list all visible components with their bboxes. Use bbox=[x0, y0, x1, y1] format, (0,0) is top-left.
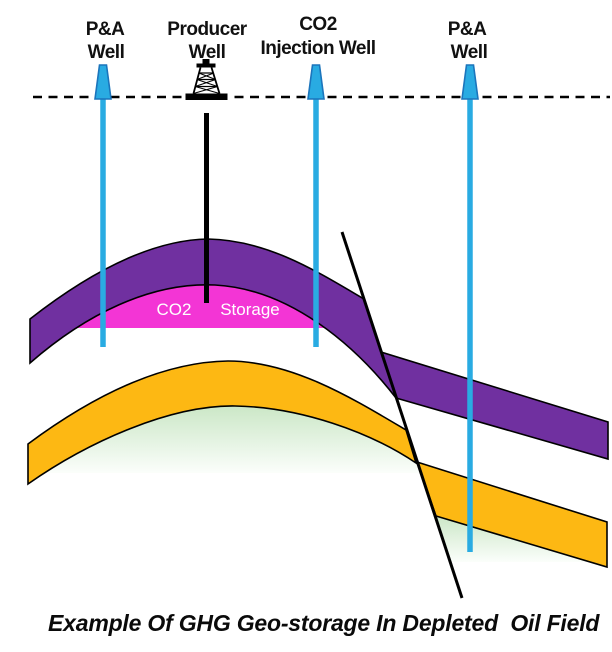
pa-well-right bbox=[461, 64, 479, 552]
co2-injection-well-label-line2: Injection Well bbox=[260, 38, 375, 59]
pa-well-right-label-line2: Well bbox=[451, 42, 488, 63]
pa-well-right-label-line1: P&A bbox=[448, 19, 487, 40]
co2-injection-well-label-line1: CO2 bbox=[299, 14, 337, 35]
co2-injection-well-arrowhead-icon bbox=[307, 64, 325, 100]
co2-plume-label-co2: CO2 bbox=[157, 300, 192, 319]
derrick-icon bbox=[185, 59, 228, 100]
producer-well-label-line1: Producer bbox=[167, 19, 248, 40]
fault-line bbox=[340, 231, 464, 599]
storage-labels: CO2 Storage bbox=[157, 300, 280, 319]
producer-well bbox=[185, 57, 229, 303]
aquifer-layer-left bbox=[44, 405, 419, 473]
pa-well-left-label-line1: P&A bbox=[86, 19, 125, 40]
reservoir-layer-left bbox=[27, 360, 418, 486]
co2-plume bbox=[76, 284, 325, 328]
pa-well-right-arrowhead-icon bbox=[461, 64, 479, 100]
producer-well-label-line2: Well bbox=[189, 42, 226, 63]
diagram-caption: Example Of GHG Geo-storage In Depleted O… bbox=[48, 610, 600, 636]
pa-well-left-label-line2: Well bbox=[88, 42, 125, 63]
well-labels: P&A Well Producer Well CO2 Injection Wel… bbox=[86, 14, 488, 63]
pa-well-left bbox=[94, 64, 112, 347]
co2-plume-label-storage: Storage bbox=[220, 300, 280, 319]
pa-well-left-arrowhead-icon bbox=[94, 64, 112, 100]
co2-injection-well bbox=[307, 64, 325, 347]
caprock-layer-right bbox=[379, 350, 609, 461]
